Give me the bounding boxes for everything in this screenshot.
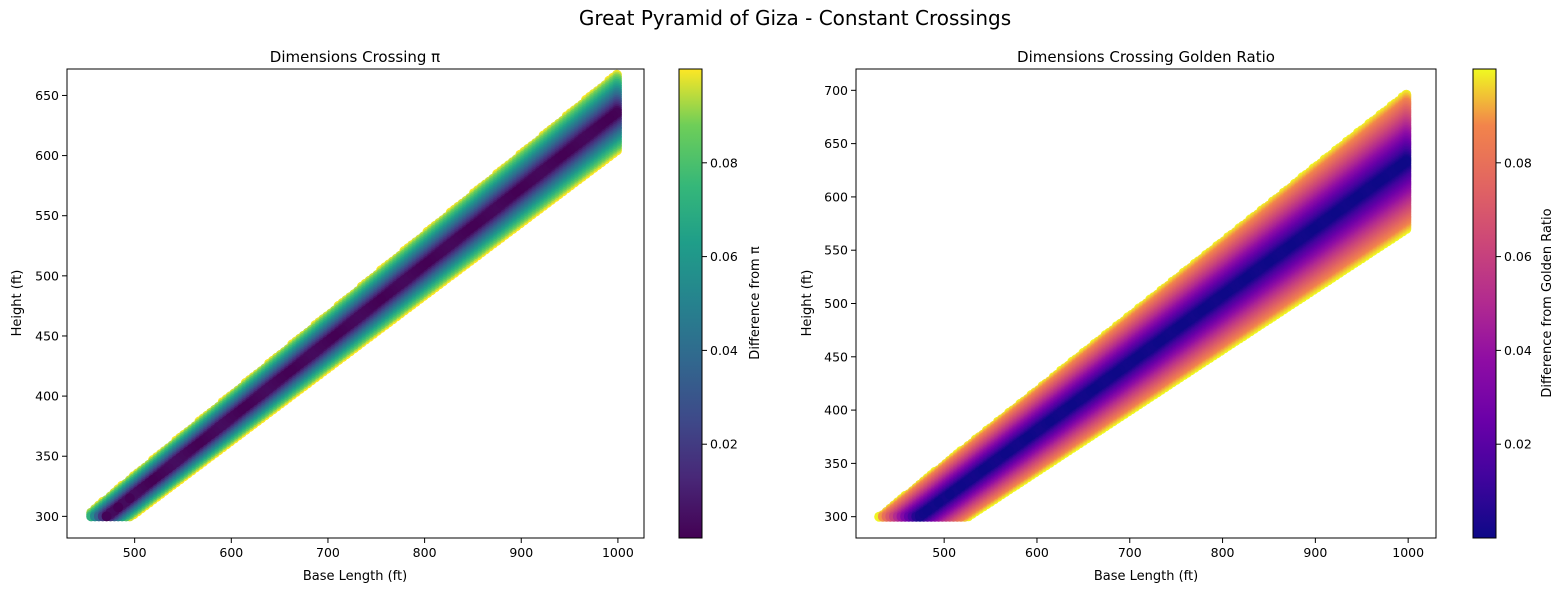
- x-tick-label: 700: [316, 545, 340, 560]
- y-tick-label: 500: [35, 268, 59, 283]
- chart-golden: Dimensions Crossing Golden Ratio 500 600 7…: [800, 48, 1555, 584]
- scatter-point: [468, 220, 479, 231]
- scatter-point: [283, 367, 294, 378]
- chart-pi-x-ticks: 500 600 700 800 900 1000: [123, 538, 634, 560]
- y-tick-label: 650: [35, 88, 59, 103]
- chart-pi-colorbar: [679, 69, 702, 538]
- chart-pi-x-label: Base Length (ft): [303, 569, 407, 584]
- scatter-point: [113, 502, 124, 513]
- chart-pi-title: Dimensions Crossing π: [270, 48, 440, 66]
- chart-pi-y-ticks: 300 350 400 450 500 550 600 650: [35, 88, 67, 524]
- y-tick-label: 400: [35, 389, 59, 404]
- scatter-point: [376, 294, 387, 305]
- chart-pi-y-label: Height (ft): [10, 270, 25, 337]
- y-tick-label: 350: [35, 449, 59, 464]
- scatter-point: [124, 493, 135, 504]
- colorbar-tick-label: 0.06: [710, 249, 738, 264]
- scatter-point: [557, 150, 568, 161]
- colorbar-tick-label: 0.02: [710, 437, 738, 452]
- chart-pi-colorbar-ticks: 0.02 0.04 0.06 0.08: [702, 155, 738, 452]
- chart-golden-points: [874, 89, 1412, 522]
- scatter-point: [511, 186, 522, 197]
- colorbar-tick-label: 0.04: [710, 343, 738, 358]
- chart-pi-points: [86, 69, 622, 522]
- x-tick-label: 900: [509, 545, 533, 560]
- chart-golden-title: Dimensions Crossing Golden Ratio: [1017, 48, 1275, 66]
- chart-pi-colorbar-label: Difference from π: [748, 246, 763, 360]
- y-tick-label: 450: [35, 328, 59, 343]
- chart-pi: Dimensions Crossing π 500 600 700 800 900 100…: [10, 48, 763, 584]
- figure-title: Great Pyramid of Giza - Constant Crossin…: [579, 6, 1011, 30]
- x-tick-label: 1000: [602, 545, 634, 560]
- scatter-point: [422, 257, 433, 268]
- y-tick-label: 550: [35, 208, 59, 223]
- scatter-point: [148, 474, 158, 485]
- colorbar-tick-label: 0.08: [710, 155, 738, 170]
- scatter-point: [240, 401, 251, 412]
- y-tick-label: 300: [35, 509, 59, 524]
- scatter-point: [194, 438, 205, 449]
- x-tick-label: 600: [219, 545, 243, 560]
- y-tick-label: 600: [35, 148, 59, 163]
- x-tick-label: 800: [413, 545, 437, 560]
- scatter-point: [101, 511, 112, 522]
- scatter-point: [604, 113, 615, 124]
- scatter-point: [329, 330, 340, 341]
- x-tick-label: 500: [123, 545, 147, 560]
